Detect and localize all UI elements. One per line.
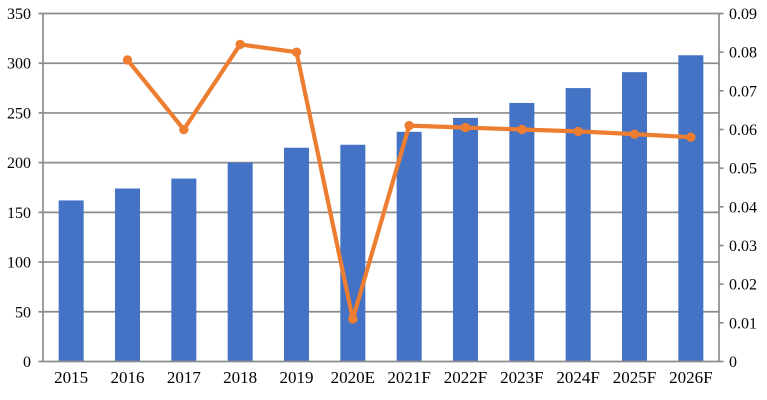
line-marker-2020E xyxy=(348,314,358,324)
bar-2017 xyxy=(171,178,197,362)
x-axis-label: 2019 xyxy=(280,368,314,387)
bar-2018 xyxy=(227,162,253,362)
x-axis-label: 2024F xyxy=(556,368,599,387)
right-axis-label: 0.06 xyxy=(729,122,757,139)
line-marker-2017 xyxy=(179,124,189,135)
right-axis-label: 0.05 xyxy=(729,161,757,178)
left-axis-label: 0 xyxy=(23,354,31,371)
bar-2026F xyxy=(678,55,704,362)
line-marker-2021F xyxy=(404,120,414,131)
bar-2020E xyxy=(340,144,366,362)
bar-2025F xyxy=(622,72,647,362)
bar-2019 xyxy=(284,147,309,362)
x-axis-label: 2022F xyxy=(444,368,487,387)
bar-2023F xyxy=(509,102,535,362)
x-axis-label: 2015 xyxy=(54,368,88,387)
line-marker-2016 xyxy=(122,55,133,65)
left-axis-label: 100 xyxy=(7,255,31,272)
line-marker-2023F xyxy=(517,124,527,135)
left-axis-label: 50 xyxy=(15,304,31,321)
right-axis-label: 0.04 xyxy=(729,199,757,216)
left-axis-label: 350 xyxy=(7,6,31,23)
line-marker-2019 xyxy=(291,47,302,57)
line-series-group xyxy=(122,39,696,324)
bar-2021F xyxy=(396,131,422,362)
axes-group xyxy=(38,12,724,363)
x-axis-label: 2020E xyxy=(331,368,375,387)
right-axis-label: 0.03 xyxy=(729,238,757,255)
bar-2015 xyxy=(58,200,84,362)
right-axis-label: 0.07 xyxy=(729,83,757,100)
line-marker-2018 xyxy=(235,39,245,50)
x-axis-label: 2017 xyxy=(167,368,202,387)
gridlines-group xyxy=(43,12,719,313)
x-axis-label: 2025F xyxy=(613,368,656,387)
x-axis-label: 2021F xyxy=(387,368,430,387)
line-marker-2022F xyxy=(460,122,471,133)
bar-series-group xyxy=(58,55,704,362)
right-axis-label: 0 xyxy=(729,354,737,371)
right-axis-label: 0.01 xyxy=(729,315,757,332)
right-axis-label: 0.02 xyxy=(729,277,757,294)
line-marker-2025F xyxy=(629,129,640,139)
left-axis-label: 250 xyxy=(7,105,31,122)
x-axis-label: 2026F xyxy=(669,368,712,387)
line-marker-2024F xyxy=(573,126,583,137)
bar-2016 xyxy=(115,188,140,362)
right-axis-label: 0.09 xyxy=(729,6,757,23)
x-axis-label: 2016 xyxy=(111,368,145,387)
bar-2022F xyxy=(453,117,478,362)
x-axis-label: 2018 xyxy=(223,368,257,387)
x-axis-label: 2023F xyxy=(500,368,543,387)
left-axis-label: 150 xyxy=(7,205,31,222)
right-axis-label: 0.08 xyxy=(729,45,757,62)
left-axis-label: 300 xyxy=(7,56,31,73)
left-axis-label: 200 xyxy=(7,155,31,172)
line-marker-2026F xyxy=(686,132,696,142)
axis-labels-group: 0 50 100 150 200 250 300 350 0 0.01 0.02 0.03 0.04 0.… xyxy=(7,6,757,387)
